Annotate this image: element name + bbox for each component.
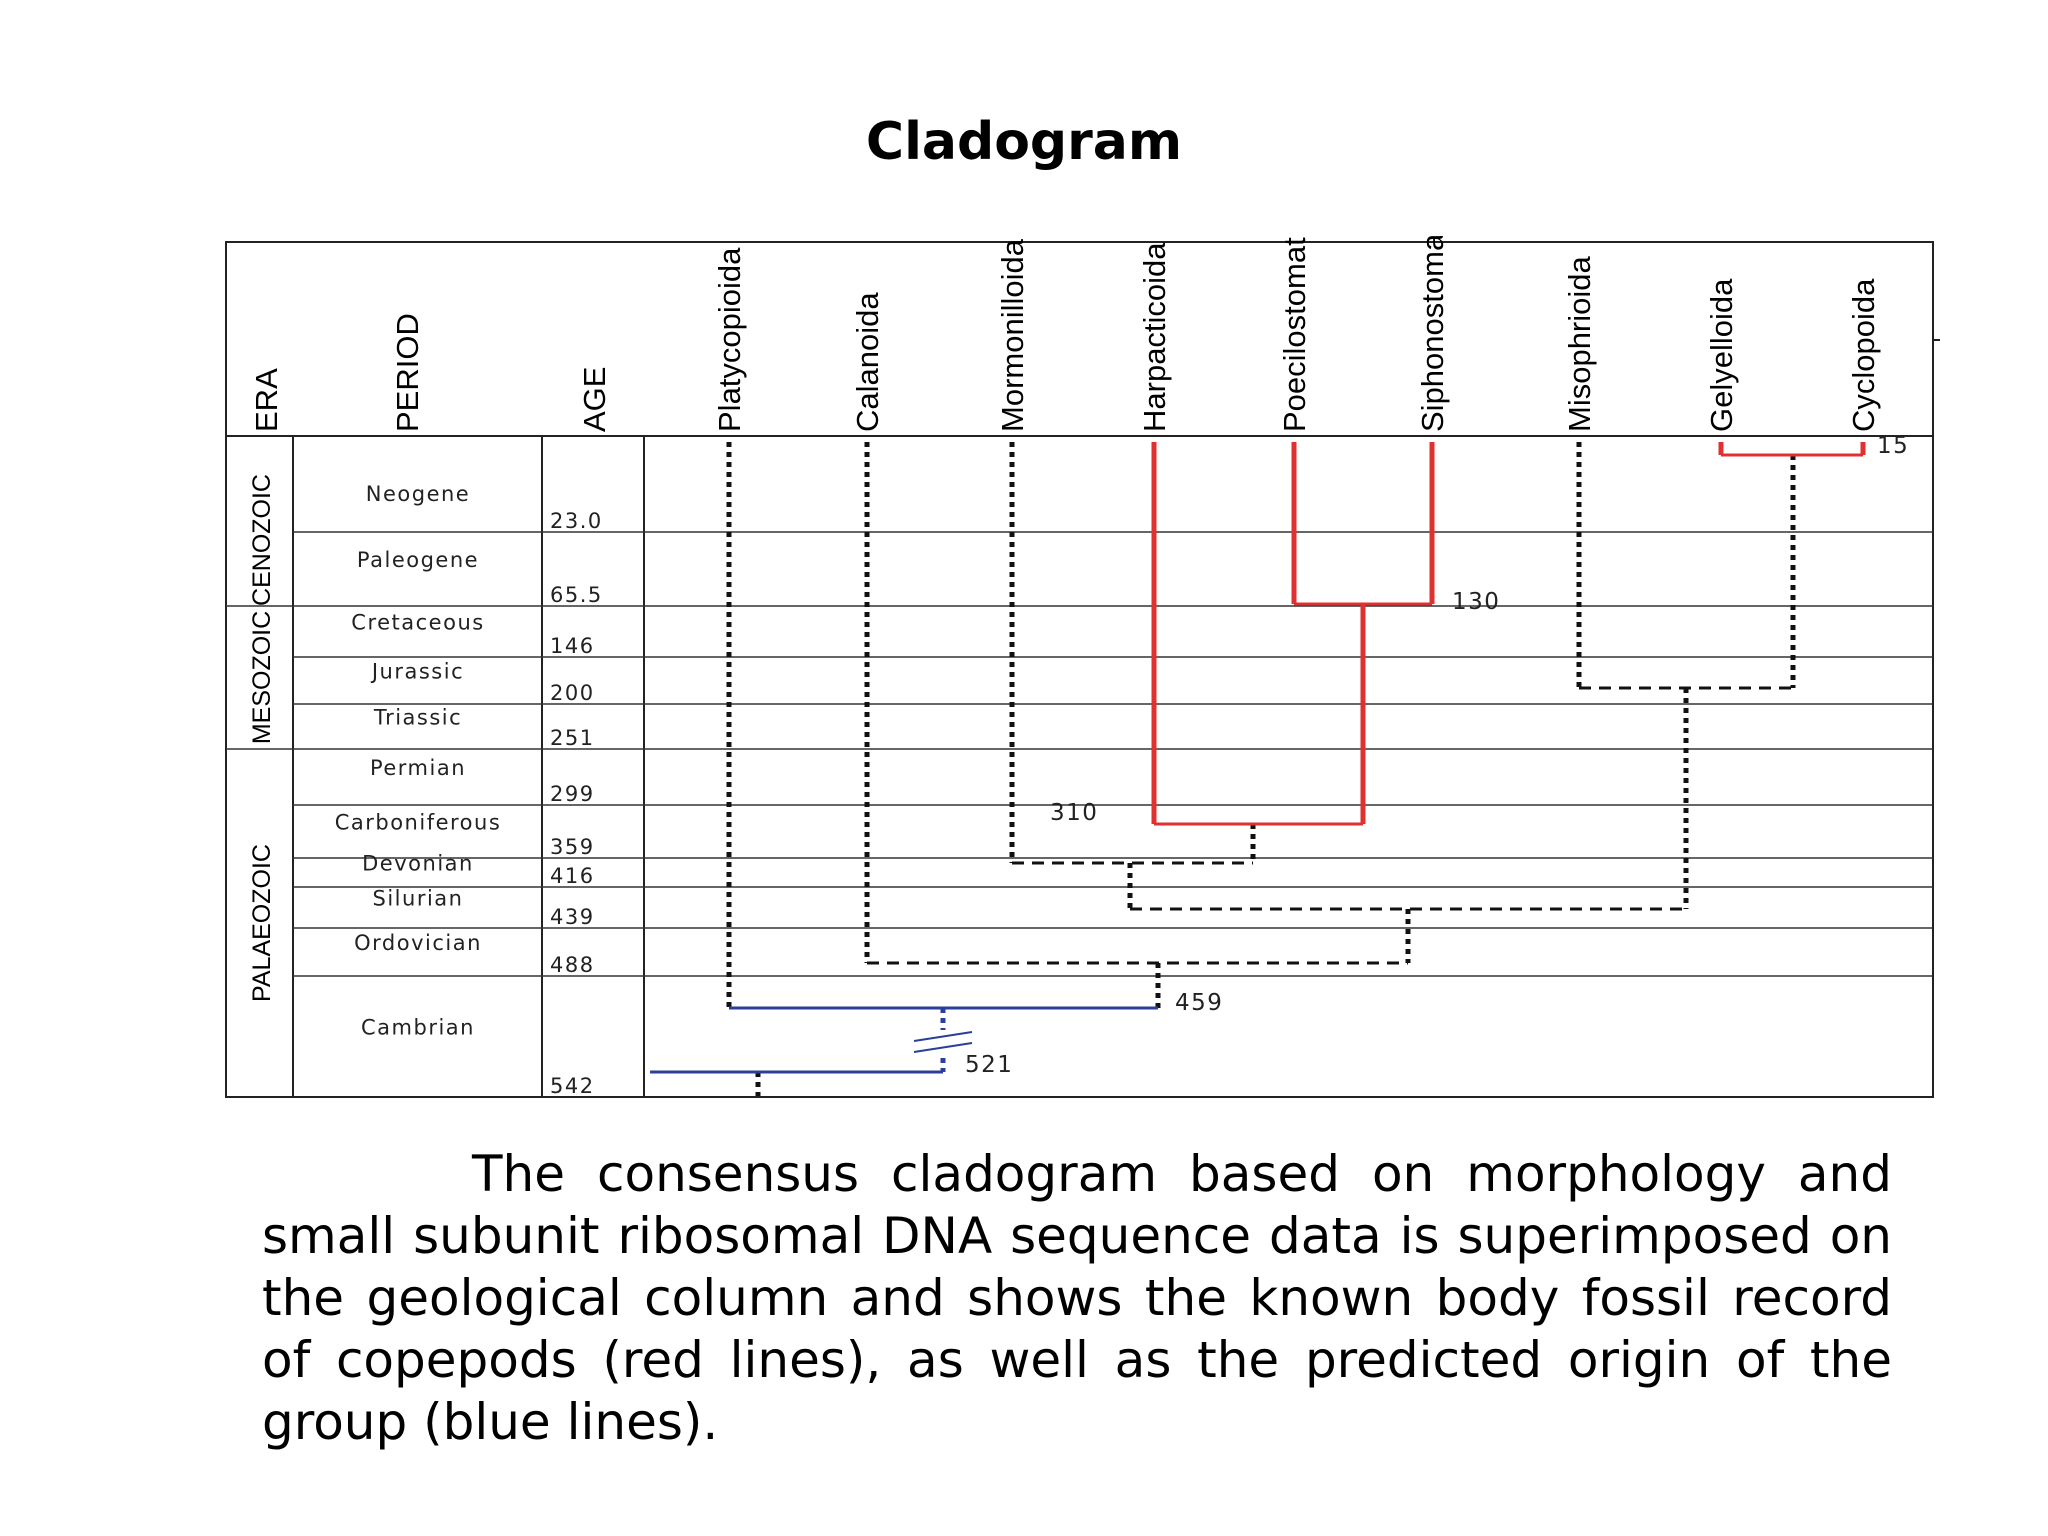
- node-label-310: 310: [1050, 800, 1098, 826]
- period-cretaceous: Cretaceous: [351, 611, 484, 635]
- page-title: Cladogram: [865, 112, 1183, 172]
- taxon-platycopioida: Platycopioida: [712, 247, 747, 432]
- taxon-mormonilloida: Mormonilloida: [995, 238, 1030, 432]
- taxon-gelyelloida: Gelyelloida: [1704, 278, 1739, 432]
- axis-break-mark-upper: [913, 1031, 973, 1042]
- predicted-origin-lines: [650, 1006, 1158, 1074]
- axis-break-gap: [890, 1030, 1000, 1058]
- period-devonian: Devonian: [362, 852, 474, 876]
- age-cambrian: 542: [550, 1074, 595, 1098]
- node-label-459: 459: [1175, 990, 1223, 1016]
- taxon-harpacticoida: Harpacticoida: [1137, 242, 1172, 432]
- taxon-misophrioida: Misophrioida: [1562, 255, 1597, 432]
- period-header: PERIOD: [390, 313, 425, 432]
- age-silurian: 439: [550, 905, 595, 929]
- node-label-15: 15: [1877, 433, 1909, 459]
- era-cenozoic: CENOZOIC: [248, 474, 276, 606]
- period-cambrian: Cambrian: [361, 1016, 475, 1040]
- taxon-poecilostomatoida: Poecilostomatoida: [1277, 236, 1312, 432]
- period-neogene: Neogene: [366, 482, 470, 506]
- age-jurassic: 200: [550, 681, 595, 705]
- axis-break-mark-lower: [913, 1042, 973, 1053]
- taxon-siphonostomatoida: Siphonostomatoida: [1415, 236, 1450, 432]
- cladogram-diagram: ERA PERIOD AGE Neogene 23.0 Paleogene 65.5 C…: [220, 236, 1940, 1101]
- age-triassic: 251: [550, 726, 595, 750]
- period-grid: Neogene 23.0 Paleogene 65.5 Cretaceous 146 Jur…: [226, 482, 1933, 1098]
- age-header: AGE: [577, 367, 612, 432]
- period-permian: Permian: [370, 756, 466, 780]
- caption: The consensus cladogram based on morphol…: [262, 1145, 1892, 1451]
- diagram-frame: [225, 241, 1934, 1098]
- period-ordovician: Ordovician: [354, 931, 482, 955]
- taxon-calanoida: Calanoida: [850, 292, 885, 432]
- node-label-130: 130: [1452, 589, 1500, 615]
- period-silurian: Silurian: [373, 887, 464, 911]
- taxa-labels: Platycopioida Calanoida Mormonilloida Harpa…: [712, 236, 1881, 432]
- period-paleogene: Paleogene: [357, 548, 479, 572]
- period-carboniferous: Carboniferous: [335, 811, 502, 835]
- age-carboniferous: 359: [550, 835, 595, 859]
- taxon-cyclopoida: Cyclopoida: [1846, 278, 1881, 432]
- age-ordovician: 488: [550, 953, 595, 977]
- age-cretaceous: 146: [550, 634, 595, 658]
- age-devonian: 416: [550, 864, 595, 888]
- era-header: ERA: [249, 368, 284, 432]
- period-triassic: Triassic: [373, 706, 462, 730]
- age-paleogene: 65.5: [550, 583, 603, 607]
- era-mesozoic: MESOZOIC: [248, 611, 276, 744]
- era-labels: CENOZOIC MESOZOIC PALAEOZOIC: [248, 474, 276, 1002]
- age-permian: 299: [550, 782, 595, 806]
- inferred-lineages: [726, 442, 1796, 1096]
- node-label-521: 521: [965, 1052, 1013, 1078]
- age-neogene: 23.0: [550, 509, 603, 533]
- fossil-record-lines: [1151, 442, 1866, 826]
- era-palaeozoic: PALAEOZOIC: [248, 844, 276, 1002]
- period-jurassic: Jurassic: [370, 660, 464, 684]
